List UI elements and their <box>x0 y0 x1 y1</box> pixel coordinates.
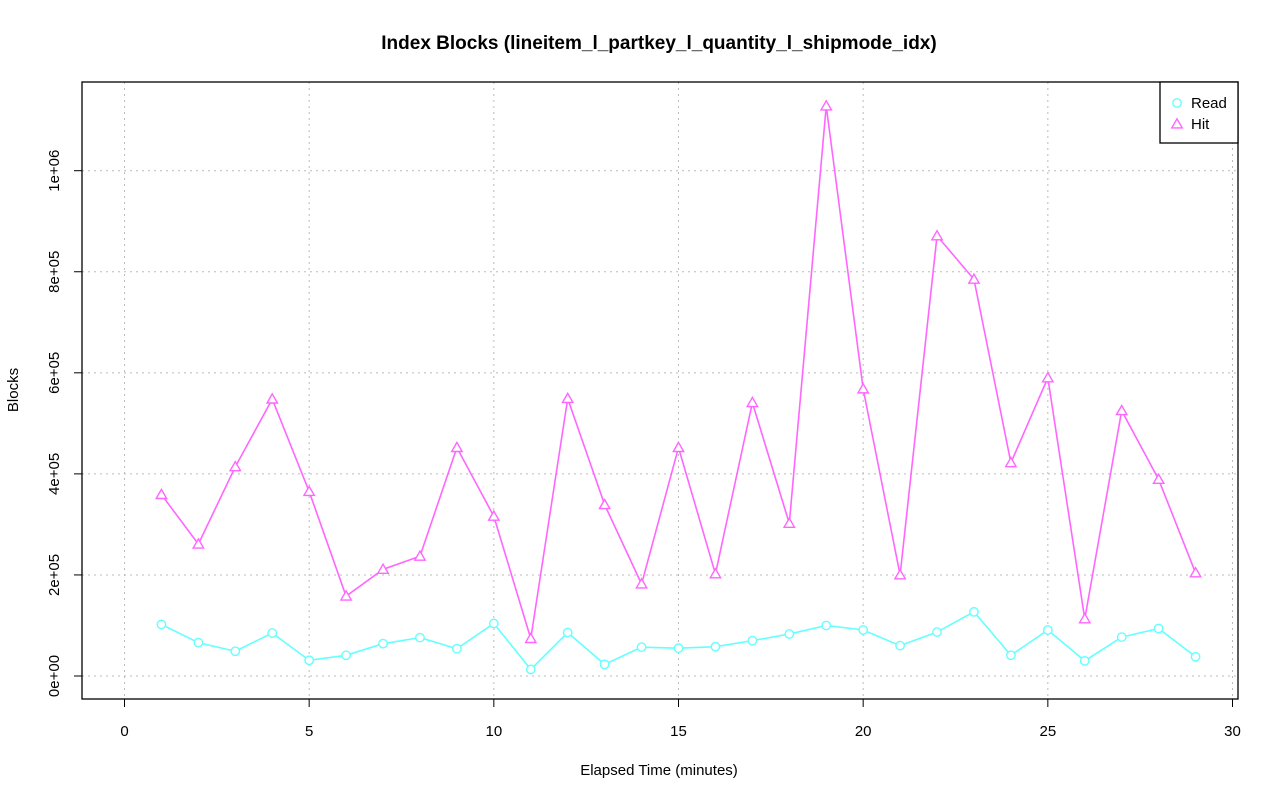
data-point-hit <box>1078 612 1092 624</box>
data-point-hit <box>191 537 205 549</box>
x-tick-label: 0 <box>120 723 128 740</box>
data-point-read <box>858 625 869 635</box>
x-tick-label: 5 <box>305 723 313 740</box>
x-tick-label: 30 <box>1224 723 1241 740</box>
data-point-read <box>895 640 905 651</box>
data-point-hit <box>598 498 612 510</box>
chart-title: Index Blocks (lineitem_l_partkey_l_quant… <box>381 33 936 54</box>
x-axis-label: Elapsed Time (minutes) <box>580 762 738 779</box>
data-point-read <box>1006 650 1016 661</box>
data-point-hit <box>1041 371 1055 383</box>
legend-label-read: Read <box>1191 95 1227 112</box>
data-point-read <box>1116 632 1127 642</box>
x-tick-label: 25 <box>1039 723 1056 740</box>
data-point-read <box>488 618 499 629</box>
data-point-hit <box>819 99 833 111</box>
legend-marker-hit <box>1170 117 1184 129</box>
data-point-read <box>378 638 388 649</box>
data-point-hit <box>782 516 796 528</box>
data-point-hit <box>155 487 168 500</box>
data-point-hit <box>930 229 944 241</box>
data-point-read <box>156 619 167 630</box>
data-point-hit <box>745 396 759 408</box>
data-point-hit <box>709 567 722 579</box>
data-point-read <box>1079 655 1090 666</box>
data-point-read <box>599 659 610 670</box>
data-point-read <box>673 643 684 654</box>
data-point-hit <box>967 272 981 284</box>
data-point-hit <box>265 392 279 404</box>
data-point-read <box>525 664 536 675</box>
data-point-read <box>636 642 647 653</box>
data-point-hit <box>302 484 316 497</box>
data-point-read <box>1190 651 1201 662</box>
legend: Read Hit <box>1159 81 1239 144</box>
x-tick-label: 10 <box>485 723 502 740</box>
data-point-read <box>230 646 241 657</box>
data-point-hit <box>635 577 648 589</box>
data-point-read <box>562 627 573 638</box>
data-point-read <box>341 650 351 661</box>
data-point-hit <box>1004 456 1018 468</box>
data-point-read <box>267 628 278 638</box>
legend-marker-read <box>1172 98 1182 108</box>
data-point-read <box>821 620 832 631</box>
data-point-read <box>710 641 721 652</box>
data-point-read <box>193 637 204 648</box>
data-point-hit <box>1152 472 1166 485</box>
data-point-read <box>932 627 942 637</box>
y-tick-label: 0e+00 <box>46 655 63 697</box>
data-point-hit <box>893 568 907 580</box>
data-point-hit <box>524 631 538 644</box>
legend-label-hit: Hit <box>1191 116 1210 133</box>
data-point-hit <box>450 440 464 453</box>
series-hit <box>155 99 1202 644</box>
data-point-read <box>1042 625 1053 635</box>
series-read <box>156 606 1201 675</box>
data-point-read <box>969 606 979 617</box>
data-point-hit <box>1115 404 1129 416</box>
x-tick-label: 20 <box>855 723 872 740</box>
data-point-read <box>1153 623 1164 634</box>
x-tick-label: 15 <box>670 723 687 740</box>
series-layer <box>155 99 1202 675</box>
data-point-hit <box>561 391 575 404</box>
data-point-hit <box>487 509 501 521</box>
grid <box>82 82 1238 699</box>
y-tick-label: 8e+05 <box>46 251 63 293</box>
plot-frame <box>81 81 1239 700</box>
data-point-hit <box>672 440 685 453</box>
y-tick-label: 4e+05 <box>46 453 63 495</box>
y-tick-label: 2e+05 <box>46 554 63 596</box>
data-point-read <box>451 643 462 654</box>
data-point-hit <box>376 562 390 574</box>
y-tick-label: 6e+05 <box>46 352 63 394</box>
data-point-hit <box>413 549 427 561</box>
data-point-hit <box>339 589 353 601</box>
y-axis: 0e+00 2e+05 4e+05 6e+05 8e+05 1e+06 <box>46 150 82 697</box>
legend-box <box>1159 81 1239 144</box>
data-point-hit <box>228 460 242 472</box>
x-axis: 0 5 10 15 20 25 30 <box>120 699 1241 740</box>
data-point-hit <box>1189 566 1202 578</box>
data-point-read <box>304 655 315 666</box>
data-point-hit <box>856 382 870 394</box>
data-point-read <box>415 632 425 643</box>
y-axis-label: Blocks <box>5 368 22 412</box>
data-point-read <box>747 635 758 646</box>
y-tick-label: 1e+06 <box>46 150 63 192</box>
data-point-read <box>784 629 795 639</box>
